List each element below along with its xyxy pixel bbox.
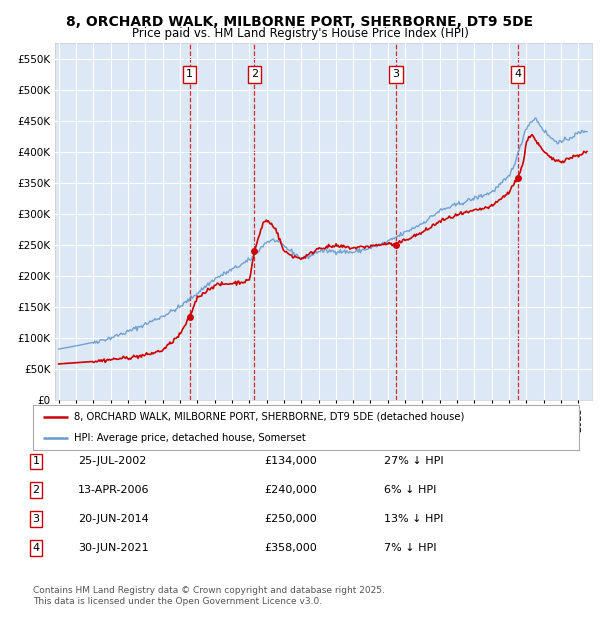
Text: 30-JUN-2021: 30-JUN-2021 — [78, 543, 149, 553]
Text: 20-JUN-2014: 20-JUN-2014 — [78, 514, 149, 524]
Text: 7% ↓ HPI: 7% ↓ HPI — [384, 543, 437, 553]
Text: 1: 1 — [32, 456, 40, 466]
Text: 4: 4 — [32, 543, 40, 553]
Text: £250,000: £250,000 — [264, 514, 317, 524]
Text: 13-APR-2006: 13-APR-2006 — [78, 485, 149, 495]
Text: Price paid vs. HM Land Registry's House Price Index (HPI): Price paid vs. HM Land Registry's House … — [131, 27, 469, 40]
Text: 3: 3 — [392, 69, 400, 79]
Text: 8, ORCHARD WALK, MILBORNE PORT, SHERBORNE, DT9 5DE: 8, ORCHARD WALK, MILBORNE PORT, SHERBORN… — [67, 16, 533, 30]
Text: 2: 2 — [32, 485, 40, 495]
Text: £358,000: £358,000 — [264, 543, 317, 553]
Text: 4: 4 — [514, 69, 521, 79]
Text: HPI: Average price, detached house, Somerset: HPI: Average price, detached house, Some… — [74, 433, 306, 443]
Text: 8, ORCHARD WALK, MILBORNE PORT, SHERBORNE, DT9 5DE (detached house): 8, ORCHARD WALK, MILBORNE PORT, SHERBORN… — [74, 412, 464, 422]
Text: 25-JUL-2002: 25-JUL-2002 — [78, 456, 146, 466]
Text: £134,000: £134,000 — [264, 456, 317, 466]
Text: 6% ↓ HPI: 6% ↓ HPI — [384, 485, 436, 495]
Text: 1: 1 — [186, 69, 193, 79]
Text: 3: 3 — [32, 514, 40, 524]
Text: 2: 2 — [251, 69, 258, 79]
Text: £240,000: £240,000 — [264, 485, 317, 495]
Text: Contains HM Land Registry data © Crown copyright and database right 2025.: Contains HM Land Registry data © Crown c… — [33, 586, 385, 595]
Text: This data is licensed under the Open Government Licence v3.0.: This data is licensed under the Open Gov… — [33, 597, 322, 606]
Text: 27% ↓ HPI: 27% ↓ HPI — [384, 456, 443, 466]
Text: 13% ↓ HPI: 13% ↓ HPI — [384, 514, 443, 524]
